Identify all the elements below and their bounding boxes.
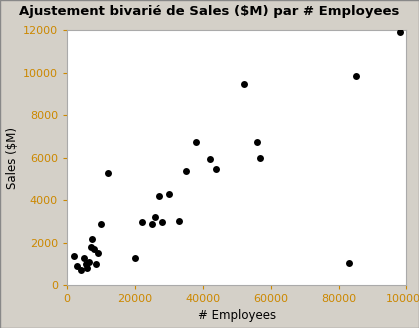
Point	[152, 215, 159, 220]
Point	[254, 139, 261, 144]
Point	[77, 268, 84, 273]
Point	[213, 167, 220, 172]
Point	[352, 73, 359, 78]
Y-axis label: Sales ($M): Sales ($M)	[6, 127, 19, 189]
Point	[396, 30, 403, 35]
Point	[74, 264, 80, 269]
Point	[176, 218, 182, 223]
Point	[88, 244, 94, 250]
Point	[83, 261, 89, 267]
Point	[159, 219, 166, 224]
Point	[94, 251, 101, 256]
Point	[93, 261, 99, 267]
Point	[91, 247, 98, 252]
Point	[193, 139, 199, 144]
Point	[183, 168, 189, 173]
Point	[132, 255, 138, 260]
Point	[84, 266, 91, 271]
Point	[166, 191, 172, 196]
Text: Ajustement bivarié de Sales ($M) par # Employees: Ajustement bivarié de Sales ($M) par # E…	[19, 5, 400, 18]
Point	[98, 221, 104, 226]
Point	[206, 156, 213, 161]
Point	[89, 236, 96, 241]
Point	[80, 255, 87, 260]
Point	[138, 219, 145, 224]
Point	[149, 221, 155, 226]
Point	[86, 259, 93, 265]
Point	[257, 155, 264, 160]
X-axis label: # Employees: # Employees	[198, 309, 276, 321]
Point	[240, 82, 247, 87]
Point	[345, 260, 352, 266]
Point	[155, 194, 162, 199]
Point	[104, 170, 111, 175]
Point	[70, 253, 77, 258]
